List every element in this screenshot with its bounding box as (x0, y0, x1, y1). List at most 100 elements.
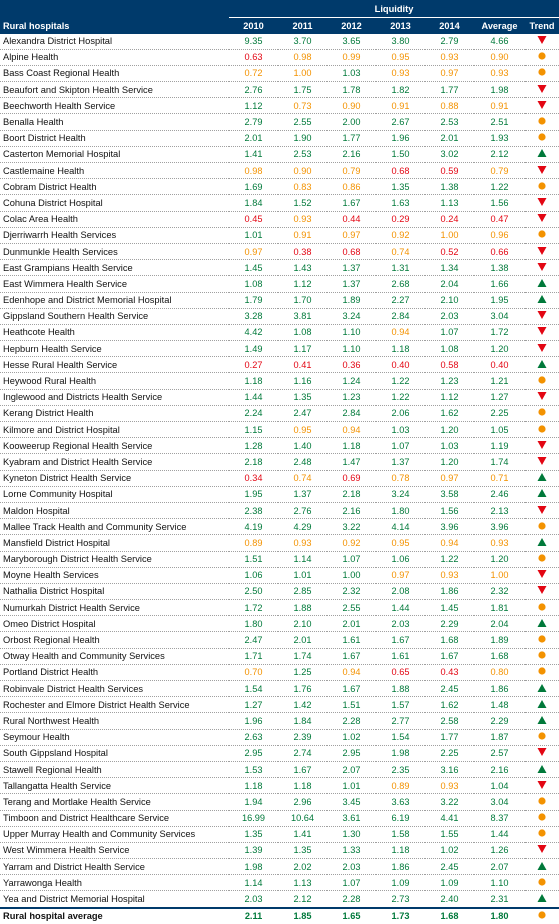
table-row: Hepburn Health Service 1.49 1.17 1.10 1.18 1.… (0, 340, 559, 358)
hospital-name: Rural Northwest Health (0, 712, 229, 730)
value-2013: 1.44 (376, 599, 425, 617)
value-average: 0.90 (474, 49, 525, 66)
value-2011: 1.74 (278, 648, 327, 665)
value-2010: 1.98 (229, 858, 278, 876)
trend-cell (525, 372, 559, 390)
col-header-average: Average (474, 17, 525, 34)
value-2010: 1.80 (229, 615, 278, 633)
value-2014: 0.59 (425, 162, 474, 180)
value-2013: 0.97 (376, 567, 425, 584)
value-2014: 0.88 (425, 97, 474, 115)
value-2010: 1.06 (229, 567, 278, 584)
hospital-name: Stawell Regional Health (0, 761, 229, 779)
hospital-name: Maldon Hospital (0, 502, 229, 520)
value-2013: 1.80 (376, 502, 425, 520)
value-average: 0.96 (474, 227, 525, 244)
value-2011: 1.18 (278, 777, 327, 795)
value-2011: 1.37 (278, 486, 327, 503)
value-2014: 3.22 (425, 793, 474, 811)
value-2013: 1.82 (376, 81, 425, 99)
value-2012: 1.01 (327, 777, 376, 795)
value-2010: 1.71 (229, 648, 278, 665)
value-2012: 3.45 (327, 793, 376, 811)
value-2014: 1.67 (425, 648, 474, 665)
col-header-2013: 2013 (376, 17, 425, 34)
trend-cell (525, 486, 559, 503)
value-2014: 1.03 (425, 437, 474, 455)
value-2010: 1.44 (229, 389, 278, 406)
col-header-name: Rural hospitals (0, 17, 229, 34)
trend-down-icon (537, 165, 547, 174)
hospital-name: Benalla Health (0, 113, 229, 131)
hospital-name: Yarram and District Health Service (0, 858, 229, 876)
hospital-name: Heywood Rural Health (0, 372, 229, 390)
trend-cell (525, 243, 559, 261)
trend-cell (525, 211, 559, 228)
value-2011: 1.76 (278, 680, 327, 698)
trend-cell (525, 453, 559, 471)
value-2012: 0.44 (327, 211, 376, 228)
value-2014: 1.07 (425, 324, 474, 342)
trend-cell (525, 793, 559, 811)
table-row: Numurkah District Health Service 1.72 1.88… (0, 599, 559, 617)
value-average: 1.87 (474, 729, 525, 746)
value-2013: 1.37 (376, 453, 425, 471)
value-2013: 2.84 (376, 308, 425, 325)
value-2012: 0.90 (327, 97, 376, 115)
value-2010: 9.35 (229, 33, 278, 50)
value-2014: 1.00 (425, 227, 474, 244)
value-2010: 1.15 (229, 421, 278, 439)
table-row: West Wimmera Health Service 1.39 1.35 1.33 1… (0, 842, 559, 860)
value-2011: 0.93 (278, 211, 327, 228)
value-2011: 0.74 (278, 470, 327, 487)
trend-cell (525, 421, 559, 439)
trend-flat-icon (538, 554, 546, 562)
value-2010: 1.39 (229, 842, 278, 860)
value-2011: 0.93 (278, 534, 327, 552)
value-2014: 1.13 (425, 194, 474, 212)
table-row: Alexandra District Hospital 9.35 3.70 3.65 3… (0, 33, 559, 50)
value-average: 1.27 (474, 389, 525, 406)
average-value-2011: 1.85 (278, 907, 327, 924)
value-average: 2.16 (474, 761, 525, 779)
value-2011: 2.53 (278, 146, 327, 164)
value-2010: 2.47 (229, 631, 278, 649)
value-2013: 0.93 (376, 65, 425, 83)
value-2012: 1.37 (327, 259, 376, 277)
value-2010: 1.53 (229, 761, 278, 779)
value-average: 1.04 (474, 777, 525, 795)
value-2010: 1.41 (229, 146, 278, 164)
value-2014: 1.38 (425, 178, 474, 196)
hospital-name: Mallee Track Health and Community Servic… (0, 518, 229, 536)
hospital-name: Dunmunkle Health Services (0, 243, 229, 261)
value-2012: 2.28 (327, 890, 376, 909)
value-2010: 1.94 (229, 793, 278, 811)
value-2013: 1.54 (376, 729, 425, 746)
value-average: 8.37 (474, 810, 525, 827)
value-2014: 0.58 (425, 356, 474, 374)
value-2013: 1.96 (376, 130, 425, 147)
value-average: 1.72 (474, 324, 525, 342)
value-2012: 1.18 (327, 437, 376, 455)
value-2010: 1.27 (229, 696, 278, 714)
trend-up-icon (537, 359, 547, 368)
value-2013: 1.61 (376, 648, 425, 665)
value-2011: 4.29 (278, 518, 327, 536)
value-2014: 2.79 (425, 33, 474, 50)
value-2010: 3.28 (229, 308, 278, 325)
value-2012: 1.78 (327, 81, 376, 99)
trend-flat-icon (538, 797, 546, 805)
value-2012: 0.94 (327, 664, 376, 682)
value-2010: 1.35 (229, 826, 278, 843)
trend-cell (525, 324, 559, 342)
trend-cell (525, 162, 559, 180)
hospital-name: Alpine Health (0, 49, 229, 66)
value-2010: 0.70 (229, 664, 278, 682)
value-2013: 0.29 (376, 211, 425, 228)
value-2013: 0.95 (376, 49, 425, 66)
value-2012: 1.51 (327, 696, 376, 714)
value-2010: 4.19 (229, 518, 278, 536)
value-2010: 1.72 (229, 599, 278, 617)
value-2010: 16.99 (229, 810, 278, 827)
value-2011: 2.10 (278, 615, 327, 633)
